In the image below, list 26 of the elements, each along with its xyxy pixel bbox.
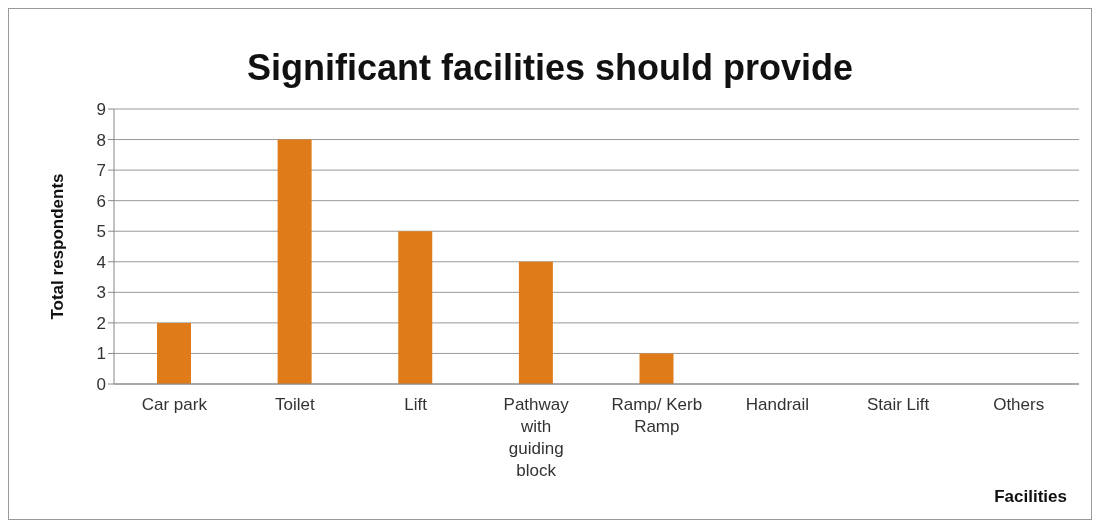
y-tick-label: 0 [96, 375, 106, 395]
bar [518, 261, 553, 384]
y-tick-label: 2 [96, 313, 106, 333]
y-tick-label: 5 [96, 222, 106, 242]
bar [639, 353, 674, 384]
x-tick-label: Handrail [745, 395, 810, 414]
x-tick-label: Lift [404, 395, 428, 414]
x-tick-label: Stair Lift [866, 395, 930, 414]
bar [277, 139, 312, 384]
chart-title: Significant facilities should provide [245, 47, 855, 89]
y-tick-label: 3 [96, 283, 106, 303]
bar [398, 231, 433, 384]
y-tick-label: 7 [96, 161, 106, 181]
y-tick-label: 1 [96, 344, 106, 364]
y-axis-title: Total respondents [48, 173, 68, 320]
x-tick-label: Pathway with guiding block [503, 395, 570, 480]
y-tick-label: 8 [96, 130, 106, 150]
x-axis-title: Facilities [994, 487, 1067, 506]
x-tick-label: Car park [141, 395, 208, 414]
x-tick-label: Ramp/ Kerb Ramp [611, 395, 703, 436]
bar [157, 322, 191, 384]
y-tick-label: 6 [96, 191, 106, 211]
y-tick-label: 4 [96, 252, 106, 272]
y-tick-label: 9 [96, 100, 106, 120]
x-tick-label: Toilet [275, 395, 316, 414]
x-tick-label: Others [993, 395, 1045, 414]
